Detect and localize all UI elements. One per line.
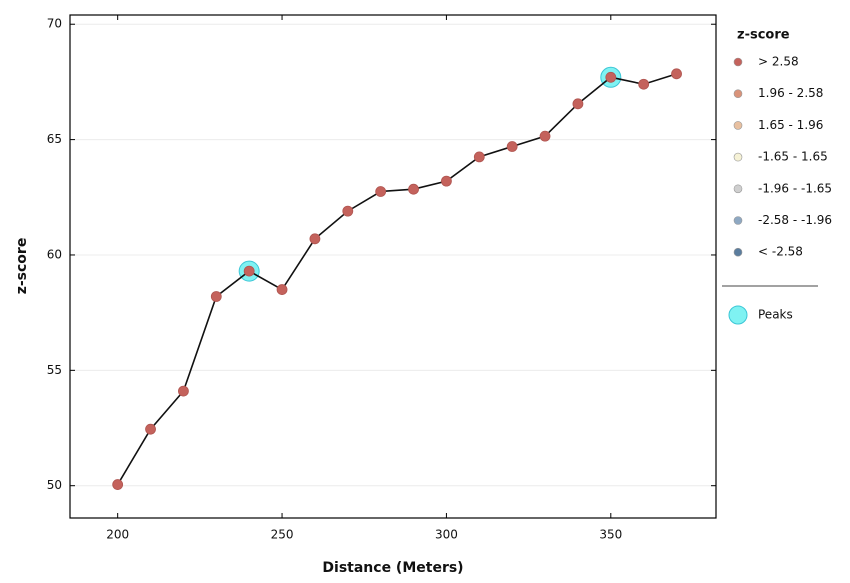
data-point [605, 71, 617, 83]
y-tick-label: 50 [47, 478, 62, 492]
legend-swatch [733, 152, 743, 162]
data-point [408, 183, 419, 195]
x-axis-label: Distance (Meters) [322, 560, 463, 576]
data-point [473, 151, 485, 163]
legend-label: 1.65 - 1.96 [758, 118, 823, 132]
data-point [638, 78, 650, 90]
legend-swatch [733, 247, 743, 257]
legend-label: > 2.58 [758, 55, 799, 69]
legend-swatch [733, 216, 743, 225]
data-point [375, 186, 387, 197]
y-tick-label: 60 [47, 247, 62, 261]
y-tick-label: 55 [47, 363, 62, 377]
legend-label: < -2.58 [758, 245, 803, 259]
data-point [539, 130, 551, 142]
legend-swatch [733, 57, 743, 67]
y-tick-label: 70 [47, 17, 62, 31]
legend-title: z-score [737, 28, 790, 43]
y-tick-label: 65 [47, 132, 62, 146]
data-point [210, 291, 222, 302]
y-axis-label: z-score [14, 238, 30, 295]
legend-label: -1.96 - -1.65 [758, 181, 832, 195]
legend-label: 1.96 - 2.58 [758, 86, 823, 100]
data-point [671, 68, 682, 80]
legend-swatch [733, 89, 743, 98]
data-point [145, 423, 156, 435]
legend-label: Peaks [758, 308, 793, 322]
data-point [506, 141, 518, 152]
data-point [342, 205, 354, 217]
legend-label: -2.58 - -1.96 [758, 213, 832, 227]
data-point [572, 98, 584, 110]
data-point [309, 233, 321, 245]
x-tick-label: 300 [435, 528, 458, 542]
legend-label: -1.65 - 1.65 [758, 150, 828, 164]
x-tick-label: 250 [271, 528, 294, 542]
data-point [441, 175, 452, 187]
plot-frame [69, 14, 717, 519]
legend-swatch [733, 121, 743, 130]
x-tick-label: 200 [106, 528, 129, 542]
legend-swatch [728, 305, 748, 325]
data-point [276, 284, 288, 295]
data-point [243, 265, 255, 277]
x-tick-label: 350 [599, 528, 622, 542]
data-point [112, 479, 124, 490]
legend-swatch [733, 184, 743, 194]
data-point [178, 385, 189, 397]
data-line [116, 73, 677, 485]
